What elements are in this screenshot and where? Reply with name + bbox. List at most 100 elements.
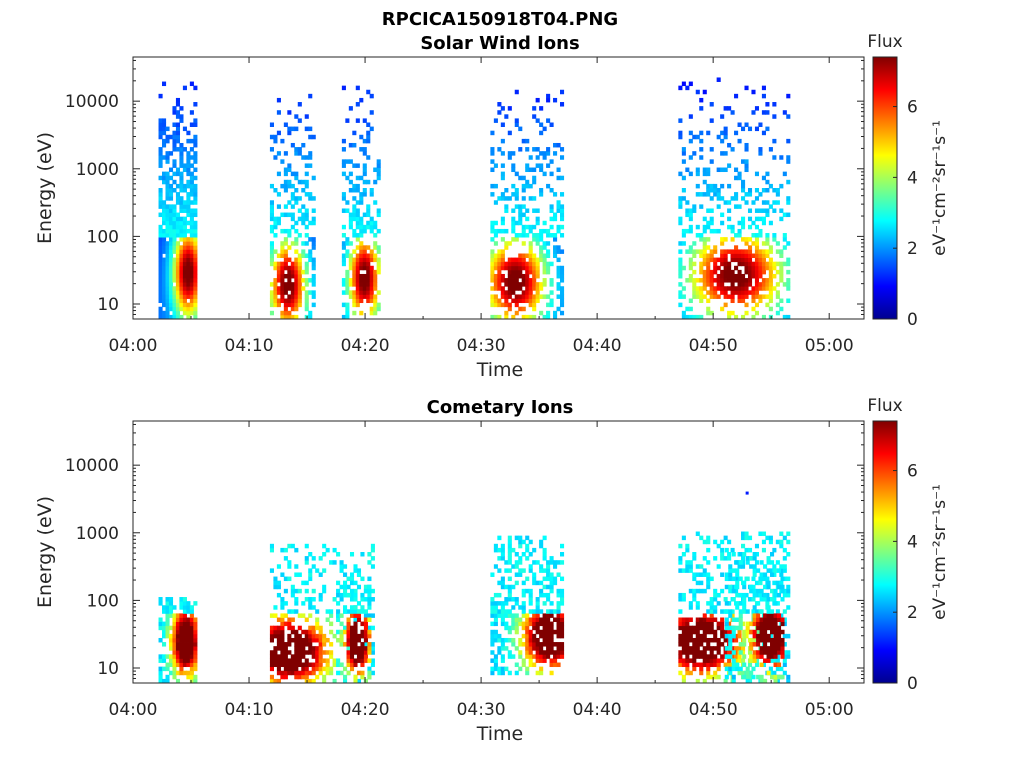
- x-tick-label: 04:40: [573, 336, 622, 356]
- y-tick-label: 10: [97, 295, 119, 315]
- spectrogram-cell: [525, 588, 530, 594]
- spectrogram-cell: [490, 605, 495, 610]
- spectrogram-cell: [363, 617, 368, 622]
- spectrogram-cell: [162, 658, 167, 663]
- spectrogram-cell: [294, 196, 299, 201]
- spectrogram-cell: [735, 568, 740, 573]
- spectrogram-cell: [699, 130, 704, 136]
- spectrogram-cell: [273, 220, 278, 226]
- spectrogram-cell: [776, 568, 782, 573]
- spectrogram-cell: [702, 237, 707, 242]
- spectrogram-cell: [768, 220, 773, 226]
- spectrogram-cell: [720, 196, 725, 201]
- spectrogram-cell: [745, 491, 749, 495]
- spectrogram-cell: [709, 290, 714, 295]
- spectrogram-cell: [162, 126, 167, 132]
- spectrogram-cell: [290, 609, 295, 614]
- spectrogram-cell: [366, 245, 371, 250]
- spectrogram-cell: [758, 122, 763, 127]
- spectrogram-cell: [308, 650, 313, 655]
- spectrogram-cell: [759, 625, 764, 631]
- spectrogram-cell: [768, 294, 773, 299]
- spectrogram-cell: [737, 204, 742, 209]
- spectrogram-cell: [709, 650, 714, 655]
- spectrogram-cell: [175, 216, 181, 222]
- spectrogram-cell: [504, 601, 509, 606]
- spectrogram-cell: [779, 253, 784, 258]
- spectrogram-cell: [360, 592, 365, 598]
- spectrogram-cell: [304, 306, 309, 312]
- spectrogram-cell: [521, 224, 526, 230]
- spectrogram-cell: [367, 584, 372, 590]
- spectrogram-cell: [175, 654, 181, 659]
- spectrogram-cell: [175, 269, 181, 275]
- spectrogram-cell: [367, 670, 372, 676]
- spectrogram-cell: [182, 200, 187, 205]
- spectrogram-cell: [339, 670, 344, 676]
- spectrogram-cell: [287, 633, 292, 639]
- spectrogram-cell: [283, 249, 288, 254]
- spectrogram-cell: [556, 662, 561, 668]
- spectrogram-cell: [165, 662, 170, 668]
- spectrogram-cell: [713, 188, 718, 193]
- spectrogram-cell: [283, 556, 288, 561]
- spectrogram-cell: [685, 543, 690, 549]
- spectrogram-cell: [727, 658, 732, 663]
- spectrogram-cell: [301, 670, 306, 676]
- spectrogram-cell: [172, 224, 177, 230]
- spectrogram-cell: [525, 666, 530, 672]
- spectrogram-cell: [695, 662, 700, 668]
- spectrogram-cell: [193, 196, 198, 201]
- spectrogram-cell: [713, 228, 718, 234]
- spectrogram-cell: [500, 253, 505, 258]
- spectrogram-cell: [290, 192, 295, 197]
- spectrogram-cell: [179, 306, 184, 312]
- spectrogram-cell: [772, 237, 777, 242]
- spectrogram-cell: [290, 261, 295, 267]
- spectrogram-cell: [720, 621, 725, 627]
- spectrogram-cell: [172, 662, 177, 668]
- spectrogram-cell: [525, 278, 530, 283]
- spectrogram-cell: [359, 278, 364, 283]
- spectrogram-cell: [290, 629, 295, 635]
- spectrogram-cell: [179, 286, 184, 291]
- spectrogram-cell: [283, 650, 288, 655]
- spectrogram-cell: [280, 674, 285, 680]
- spectrogram-cell: [699, 249, 704, 254]
- cometary-spectrogram: [158, 491, 791, 684]
- spectrogram-cell: [186, 138, 191, 144]
- spectrogram-cell: [692, 241, 697, 246]
- spectrogram-cell: [193, 233, 198, 238]
- spectrogram-cell: [490, 183, 495, 189]
- spectrogram-cell: [716, 543, 721, 549]
- spectrogram-cell: [363, 633, 368, 639]
- spectrogram-cell: [507, 306, 512, 312]
- spectrogram-cell: [741, 159, 746, 164]
- spectrogram-cell: [172, 204, 177, 209]
- spectrogram-cell: [349, 658, 355, 663]
- spectrogram-cell: [780, 674, 785, 680]
- spectrogram-cell: [369, 220, 374, 226]
- spectrogram-cell: [158, 155, 163, 160]
- spectrogram-cell: [761, 286, 766, 291]
- spectrogram-cell: [162, 179, 167, 185]
- spectrogram-cell: [775, 282, 780, 287]
- spectrogram-cell: [730, 613, 735, 618]
- spectrogram-cell: [553, 253, 558, 258]
- spectrogram-cell: [779, 568, 784, 573]
- spectrogram-cell: [172, 621, 177, 627]
- spectrogram-cell: [768, 261, 773, 267]
- spectrogram-cell: [500, 637, 505, 643]
- spectrogram-cell: [168, 261, 174, 267]
- spectrogram-cell: [297, 670, 302, 676]
- spectrogram-cell: [493, 637, 498, 643]
- spectrogram-cell: [702, 286, 707, 291]
- spectrogram-cell: [514, 220, 519, 226]
- spectrogram-cell: [165, 245, 170, 250]
- spectrogram-cell: [514, 282, 519, 287]
- spectrogram-cell: [311, 134, 316, 140]
- spectrogram-cell: [276, 302, 281, 308]
- x-tick-label: 04:00: [109, 336, 158, 356]
- spectrogram-cell: [352, 233, 357, 238]
- spectrogram-cell: [761, 249, 766, 254]
